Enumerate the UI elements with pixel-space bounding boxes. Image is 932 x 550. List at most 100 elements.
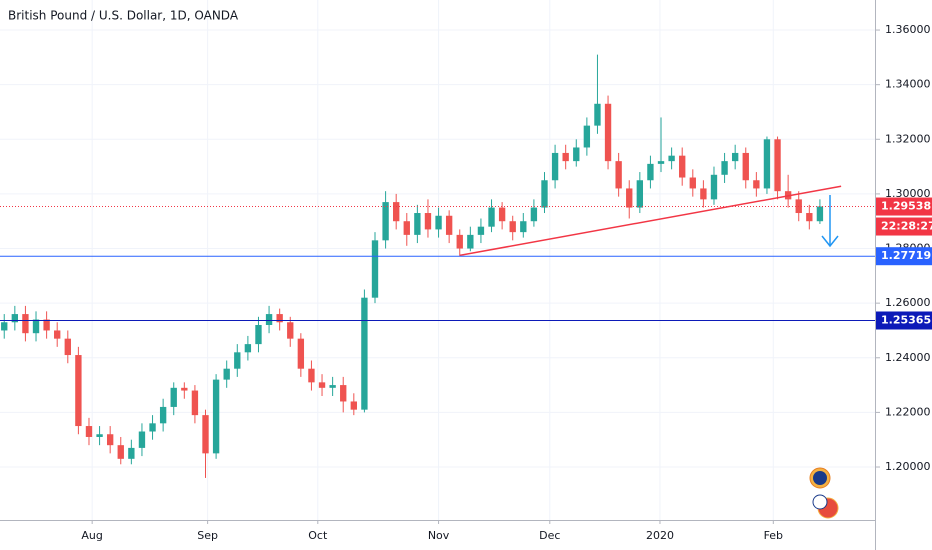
candle-body xyxy=(276,314,283,323)
y-tick-label: 1.34000 xyxy=(885,78,931,91)
candle-body xyxy=(403,221,410,235)
candle-body xyxy=(509,221,516,233)
candle-body xyxy=(117,445,124,459)
y-tick-label: 1.36000 xyxy=(885,23,931,36)
candle-body xyxy=(424,213,432,230)
x-tick-label: Sep xyxy=(197,529,218,542)
y-tick-label: 1.22000 xyxy=(885,405,931,418)
candle-body xyxy=(742,152,749,181)
candle-body xyxy=(361,297,368,410)
candle-body xyxy=(679,155,686,178)
candle-body xyxy=(64,338,71,356)
y-tick-label: 1.24000 xyxy=(885,351,931,364)
candle-body xyxy=(551,152,559,181)
candle-body xyxy=(1,322,8,331)
y-tick-label: 1.26000 xyxy=(885,296,931,309)
candle-body xyxy=(700,188,707,200)
candle-body xyxy=(467,234,474,249)
candle-body xyxy=(138,431,146,448)
candle-body xyxy=(318,382,326,388)
candle-body xyxy=(350,401,357,410)
candle-body xyxy=(647,163,654,181)
level-label-box xyxy=(876,247,932,266)
candle-body xyxy=(806,213,813,222)
candle-body xyxy=(128,447,135,459)
candle-body xyxy=(75,355,82,427)
plot xyxy=(0,54,875,478)
countdown-box xyxy=(876,217,932,236)
candle-body xyxy=(255,325,262,345)
candle-body xyxy=(456,234,463,249)
candle-body xyxy=(32,319,40,334)
candle-body xyxy=(371,240,379,298)
candle-body xyxy=(202,415,209,454)
candle-body xyxy=(583,125,591,148)
candle-body xyxy=(106,434,114,446)
candle-body xyxy=(477,226,485,235)
candle-body xyxy=(191,390,199,416)
x-tick-label: 2020 xyxy=(646,529,674,542)
candle-body xyxy=(414,213,421,235)
last-price-box xyxy=(876,197,932,216)
y-tick-label: 1.32000 xyxy=(885,132,931,145)
candle-body xyxy=(774,139,781,192)
level-label: 1.25365 xyxy=(881,313,931,326)
chart-title: British Pound / U.S. Dollar, 1D, OANDA xyxy=(8,9,239,23)
candle-body xyxy=(615,161,622,189)
candle-body xyxy=(657,161,665,164)
candle-body xyxy=(244,344,252,353)
candle-body xyxy=(731,152,739,162)
candle-body xyxy=(11,314,19,323)
candle-body xyxy=(445,215,453,235)
candle-body xyxy=(604,103,612,162)
y-tick-label: 1.30000 xyxy=(885,187,931,200)
candle-body xyxy=(689,177,696,189)
candle-body xyxy=(562,152,569,162)
candle-body xyxy=(520,221,527,233)
candle-body xyxy=(212,379,220,454)
candle-body xyxy=(488,207,495,227)
x-tick-label: Aug xyxy=(81,529,102,542)
candle-body xyxy=(287,322,294,339)
candle-body xyxy=(96,434,103,437)
candle-body xyxy=(329,385,336,388)
candle-body xyxy=(54,330,61,339)
candle-body xyxy=(382,202,389,241)
x-tick-label: Oct xyxy=(308,529,328,542)
x-tick-label: Dec xyxy=(539,529,560,542)
candle-body xyxy=(159,406,167,424)
candle-body xyxy=(763,139,771,189)
candle-body xyxy=(626,188,633,208)
level-label: 1.27719 xyxy=(881,249,931,262)
y-tick-label: 1.20000 xyxy=(885,460,931,473)
candle-body xyxy=(753,180,760,189)
candle-body xyxy=(308,368,315,383)
candle-body xyxy=(181,387,188,391)
candle-body xyxy=(816,206,824,222)
candle-body xyxy=(435,215,442,230)
trendline xyxy=(459,185,842,257)
candle-body xyxy=(297,338,305,369)
candle-body xyxy=(541,180,548,208)
last-price-label: 1.29538 xyxy=(881,200,931,213)
x-tick-label: Nov xyxy=(428,529,450,542)
candle-body xyxy=(710,174,718,200)
candle-body xyxy=(170,387,177,407)
candle-body xyxy=(265,314,273,325)
candle-body xyxy=(85,426,93,437)
candle-body xyxy=(530,207,538,222)
candle-body xyxy=(149,423,156,432)
candle-body xyxy=(636,180,644,208)
candle-body xyxy=(573,147,580,162)
candle-body xyxy=(43,319,50,331)
icons xyxy=(809,467,839,519)
candle-body xyxy=(721,161,728,175)
candle-body xyxy=(223,368,230,380)
x-tick-label: Feb xyxy=(764,529,783,542)
candle-body xyxy=(22,314,29,334)
countdown-label: 22:28:27 xyxy=(881,220,932,233)
candle-body xyxy=(594,103,601,126)
axes: 1.200001.220001.240001.260001.280001.300… xyxy=(81,23,932,542)
